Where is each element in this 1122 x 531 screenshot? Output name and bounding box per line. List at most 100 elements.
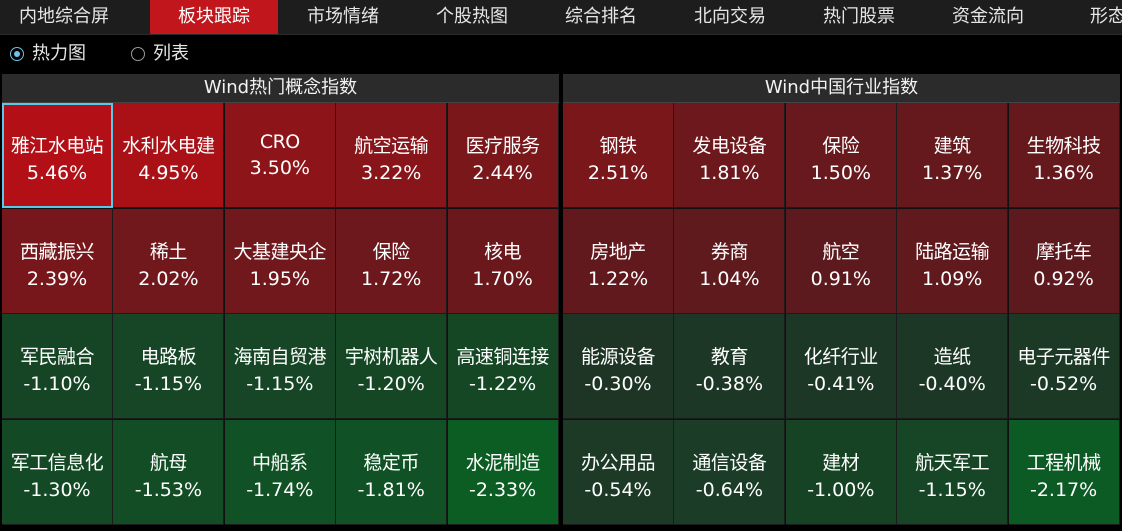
concept-tile-name: 军工信息化	[10, 451, 104, 474]
concept-tile-change: -1.74%	[246, 478, 314, 501]
tab-sector-tracking[interactable]: 板块跟踪	[150, 0, 278, 34]
industry-tile[interactable]: 生物科技 1.36%	[1008, 103, 1120, 208]
industry-tile-name: 生物科技	[1026, 135, 1102, 157]
concept-tile-name: 大基建央企	[233, 240, 327, 263]
industry-tile[interactable]: 钢铁 2.51%	[563, 103, 674, 208]
tab-northbound-trading[interactable]: 北向交易	[694, 6, 766, 27]
industry-tile-name: 航天军工	[915, 451, 990, 474]
concept-tile-name: CRO	[259, 131, 300, 153]
list-radio[interactable]: 列表	[131, 36, 189, 72]
concept-tile[interactable]: 保险 1.72%	[336, 208, 448, 314]
industry-tile-name: 陆路运输	[915, 240, 990, 263]
industry-tile-name: 化纤行业	[803, 346, 879, 368]
tab-fund-flow[interactable]: 资金流向	[952, 6, 1024, 27]
concept-tile[interactable]: 核电 1.70%	[447, 208, 559, 314]
industry-tile[interactable]: 保险 1.50%	[785, 103, 897, 208]
industry-tile[interactable]: 券商 1.04%	[674, 208, 786, 314]
industry-tile[interactable]: 航天军工 -1.15%	[897, 419, 1009, 525]
concept-tile-name: 电路板	[140, 346, 197, 368]
industry-tile-change: -2.17%	[1029, 478, 1098, 501]
industry-tile[interactable]: 通信设备 -0.64%	[674, 419, 786, 525]
concept-tile[interactable]: 航空运输 3.22%	[336, 103, 448, 208]
concept-tile-change: 2.02%	[138, 267, 199, 290]
industry-tile-change: 1.50%	[810, 162, 871, 184]
concept-tile-change: 4.95%	[138, 162, 199, 184]
concept-tile[interactable]: 稀土 2.02%	[113, 208, 225, 314]
industry-tile[interactable]: 办公用品 -0.54%	[563, 419, 674, 525]
industry-tile[interactable]: 教育 -0.38%	[674, 314, 786, 419]
concept-tile[interactable]: CRO 3.50%	[224, 103, 336, 208]
concept-tile-change: 2.39%	[26, 267, 88, 290]
tab-market-sentiment[interactable]: 市场情绪	[307, 6, 379, 27]
industry-tile-name: 能源设备	[580, 346, 656, 368]
industry-tile-name: 房地产	[590, 240, 646, 263]
radio-unselected-icon	[131, 47, 145, 61]
concept-tile-change: 1.72%	[361, 267, 422, 290]
concept-tile-name: 军民融合	[19, 346, 95, 368]
industry-tile-change: -1.15%	[918, 478, 986, 501]
industry-tile[interactable]: 发电设备 1.81%	[674, 103, 786, 208]
concept-tile[interactable]: 电路板 -1.15%	[113, 314, 225, 419]
industry-tile[interactable]: 造纸 -0.40%	[897, 314, 1009, 419]
concept-tile[interactable]: 雅江水电站 5.46%	[2, 103, 113, 208]
concept-tile[interactable]: 军民融合 -1.10%	[2, 314, 113, 419]
concept-tile[interactable]: 大基建央企 1.95%	[224, 208, 336, 314]
industry-tile-name: 摩托车	[1035, 240, 1092, 263]
industry-tile-name: 钢铁	[599, 135, 637, 157]
industry-tile[interactable]: 航空 0.91%	[785, 208, 897, 314]
concept-tile-change: -1.20%	[357, 373, 425, 395]
tab-composite-ranking[interactable]: 综合排名	[565, 6, 637, 27]
tab-mainland-overview[interactable]: 内地综合屏	[19, 6, 109, 27]
concept-tile-change: 1.95%	[249, 267, 310, 290]
concept-tile[interactable]: 航母 -1.53%	[113, 419, 225, 525]
industry-tile-change: 0.92%	[1033, 267, 1094, 290]
concept-tile[interactable]: 西藏振兴 2.39%	[2, 208, 113, 314]
concept-tile[interactable]: 医疗服务 2.44%	[447, 103, 559, 208]
heatmap-radio-label: 热力图	[32, 43, 86, 64]
industry-tile-change: 2.51%	[587, 162, 649, 184]
concept-tile-name: 航母	[149, 451, 188, 474]
industry-tile[interactable]: 摩托车 0.92%	[1008, 208, 1120, 314]
industry-tile[interactable]: 能源设备 -0.30%	[563, 314, 674, 419]
concept-tile[interactable]: 水利水电建 4.95%	[113, 103, 225, 208]
tab-hot-stocks[interactable]: 热门股票	[823, 6, 895, 27]
view-mode-selector: 热力图 列表	[0, 36, 1122, 72]
heatmap-radio[interactable]: 热力图	[10, 36, 86, 72]
concept-tile[interactable]: 水泥制造 -2.33%	[447, 419, 559, 525]
concept-tile-name: 保险	[372, 240, 411, 263]
industry-tile[interactable]: 化纤行业 -0.41%	[785, 314, 897, 419]
tab-pattern-selection[interactable]: 形态选	[1090, 6, 1122, 27]
concept-tile-name: 高速铜连接	[456, 346, 549, 368]
concept-tile-name: 宇树机器人	[344, 346, 438, 368]
tab-stock-heatmap[interactable]: 个股热图	[436, 6, 508, 27]
industry-tile[interactable]: 建材 -1.00%	[785, 419, 897, 525]
industry-tile[interactable]: 工程机械 -2.17%	[1008, 419, 1120, 525]
concept-tile-name: 海南自贸港	[233, 346, 327, 368]
industry-tile[interactable]: 电子元器件 -0.52%	[1008, 314, 1120, 419]
concept-tile[interactable]: 宇树机器人 -1.20%	[336, 314, 448, 419]
industry-tile-change: -0.38%	[695, 373, 763, 395]
industry-tile-change: -0.54%	[584, 478, 652, 501]
industry-tile-change: -0.40%	[918, 373, 986, 395]
concept-tile[interactable]: 高速铜连接 -1.22%	[447, 314, 559, 419]
industry-tile[interactable]: 陆路运输 1.09%	[897, 208, 1009, 314]
concept-tile-change: -1.81%	[357, 478, 425, 501]
industry-tile-name: 通信设备	[692, 451, 767, 474]
concept-tile[interactable]: 海南自贸港 -1.15%	[224, 314, 336, 419]
industry-tile[interactable]: 建筑 1.37%	[897, 103, 1009, 208]
concept-tile-name: 水泥制造	[465, 451, 541, 474]
industry-panel-title: Wind中国行业指数	[563, 74, 1120, 103]
industry-tile-change: 1.36%	[1033, 162, 1094, 184]
concept-tile-name: 西藏振兴	[19, 240, 95, 263]
industry-tile-name: 发电设备	[692, 135, 767, 157]
concept-tile-change: -1.15%	[246, 373, 314, 395]
industry-tile-change: 1.22%	[587, 267, 649, 290]
concept-tile-change: -2.33%	[468, 478, 537, 501]
concept-tile[interactable]: 军工信息化 -1.30%	[2, 419, 113, 525]
concept-tile[interactable]: 稳定币 -1.81%	[336, 419, 448, 525]
concept-tile-name: 稀土	[149, 240, 188, 263]
concept-tile[interactable]: 中船系 -1.74%	[224, 419, 336, 525]
industry-tile-change: 1.37%	[922, 162, 983, 184]
industry-tile[interactable]: 房地产 1.22%	[563, 208, 674, 314]
